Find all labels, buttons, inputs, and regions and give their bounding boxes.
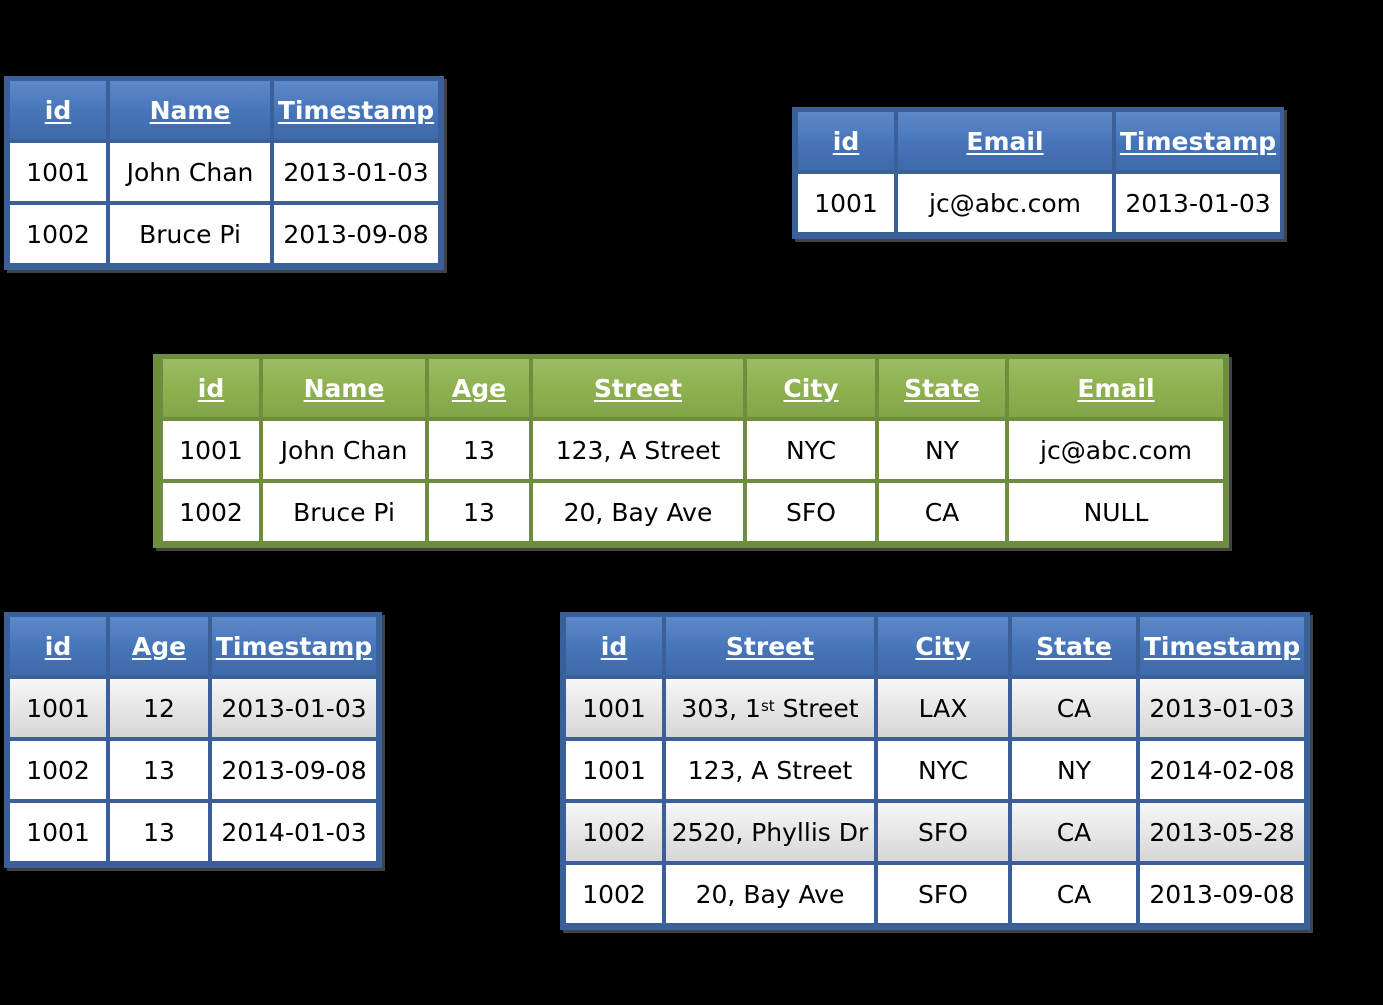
column-header-timestamp: Timestamp	[1116, 112, 1280, 170]
street-name-text: Street	[774, 693, 859, 723]
table-person-email: id Email Timestamp 1001 jc@abc.com 2013-…	[792, 107, 1284, 239]
column-header-id: id	[163, 359, 259, 417]
column-header-age: Age	[110, 617, 208, 675]
table-cell: CA	[1012, 865, 1136, 923]
column-header-street: Street	[666, 617, 874, 675]
column-header-id: id	[10, 81, 106, 139]
table-cell: jc@abc.com	[898, 174, 1112, 232]
table-cell: jc@abc.com	[1009, 421, 1223, 479]
table-cell: 1001	[163, 421, 259, 479]
table-cell: 1002	[10, 205, 106, 263]
table-cell: 1001	[798, 174, 894, 232]
column-header-city: City	[747, 359, 875, 417]
table-cell: 2013-01-03	[1116, 174, 1280, 232]
table-cell: SFO	[747, 483, 875, 541]
street-number-text: 303, 1	[681, 693, 761, 723]
table-cell: SFO	[878, 865, 1008, 923]
table-cell: NYC	[878, 741, 1008, 799]
table-cell: 2013-01-03	[212, 679, 376, 737]
table-person-age: id Age Timestamp 1001 12 2013-01-03 1002…	[4, 612, 382, 868]
column-header-state: State	[879, 359, 1005, 417]
table-cell: 1002	[10, 741, 106, 799]
table-cell: 13	[429, 483, 529, 541]
table-cell: Bruce Pi	[263, 483, 425, 541]
table-cell: 20, Bay Ave	[666, 865, 874, 923]
column-header-age: Age	[429, 359, 529, 417]
table-cell: 2014-01-03	[212, 803, 376, 861]
table-cell: 2013-09-08	[1140, 865, 1304, 923]
table-cell: CA	[1012, 803, 1136, 861]
table-person-address: id Street City State Timestamp 1001 303,…	[560, 612, 1310, 930]
column-header-email: Email	[898, 112, 1112, 170]
table-cell: 123, A Street	[533, 421, 743, 479]
column-header-timestamp: Timestamp	[212, 617, 376, 675]
column-header-name: Name	[110, 81, 270, 139]
table-person-current: id Name Age Street City State Email 1001…	[153, 354, 1229, 548]
table-cell: NY	[879, 421, 1005, 479]
table-cell: SFO	[878, 803, 1008, 861]
table-cell: 2520, Phyllis Dr	[666, 803, 874, 861]
table-cell: 13	[429, 421, 529, 479]
table-cell: 2013-01-03	[274, 143, 438, 201]
table-cell: 1001	[10, 143, 106, 201]
table-cell: LAX	[878, 679, 1008, 737]
table-cell: 12	[110, 679, 208, 737]
column-header-state: State	[1012, 617, 1136, 675]
table-cell: 2013-09-08	[212, 741, 376, 799]
column-header-id: id	[566, 617, 662, 675]
column-header-timestamp: Timestamp	[274, 81, 438, 139]
table-cell: 1001	[10, 803, 106, 861]
table-cell: 1001	[10, 679, 106, 737]
table-cell: NYC	[747, 421, 875, 479]
table-cell: 1001	[566, 679, 662, 737]
table-cell: John Chan	[110, 143, 270, 201]
column-header-city: City	[878, 617, 1008, 675]
column-header-name: Name	[263, 359, 425, 417]
column-header-email: Email	[1009, 359, 1223, 417]
column-header-id: id	[10, 617, 106, 675]
table-cell: CA	[879, 483, 1005, 541]
table-cell: John Chan	[263, 421, 425, 479]
table-cell: 1002	[163, 483, 259, 541]
table-cell: 1001	[566, 741, 662, 799]
table-cell: 2013-05-28	[1140, 803, 1304, 861]
table-cell: 13	[110, 741, 208, 799]
table-cell: 123, A Street	[666, 741, 874, 799]
table-cell: 13	[110, 803, 208, 861]
column-header-street: Street	[533, 359, 743, 417]
table-person-name: id Name Timestamp 1001 John Chan 2013-01…	[4, 76, 444, 270]
column-header-id: id	[798, 112, 894, 170]
table-cell: 20, Bay Ave	[533, 483, 743, 541]
table-cell: 2014-02-08	[1140, 741, 1304, 799]
table-cell: 1002	[566, 803, 662, 861]
table-cell: Bruce Pi	[110, 205, 270, 263]
table-cell: NY	[1012, 741, 1136, 799]
table-cell: 2013-01-03	[1140, 679, 1304, 737]
table-cell: 2013-09-08	[274, 205, 438, 263]
table-cell: 1002	[566, 865, 662, 923]
table-cell: CA	[1012, 679, 1136, 737]
column-header-timestamp: Timestamp	[1140, 617, 1304, 675]
table-cell: NULL	[1009, 483, 1223, 541]
